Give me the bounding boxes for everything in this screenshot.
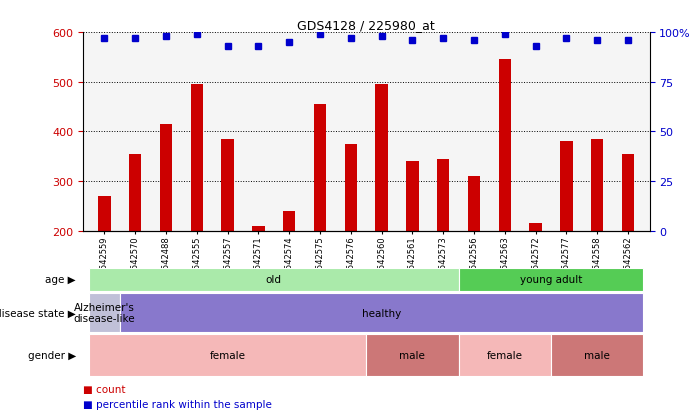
Bar bbox=[560, 142, 573, 231]
Bar bbox=[89, 268, 459, 291]
Bar bbox=[406, 162, 419, 231]
Text: gender ▶: gender ▶ bbox=[28, 350, 76, 360]
Text: male: male bbox=[585, 350, 610, 360]
Text: disease state ▶: disease state ▶ bbox=[0, 308, 76, 318]
Bar bbox=[314, 105, 326, 231]
Bar bbox=[98, 197, 111, 231]
Text: healthy: healthy bbox=[362, 308, 401, 318]
Text: ■ count: ■ count bbox=[83, 384, 126, 394]
Bar bbox=[529, 224, 542, 231]
Bar bbox=[252, 226, 265, 231]
Text: female: female bbox=[486, 350, 523, 360]
Bar bbox=[345, 145, 357, 231]
Text: old: old bbox=[266, 275, 282, 285]
Bar bbox=[459, 335, 551, 376]
Bar bbox=[459, 268, 643, 291]
Bar bbox=[437, 159, 449, 231]
Bar bbox=[89, 293, 120, 332]
Bar bbox=[551, 335, 643, 376]
Bar bbox=[160, 125, 172, 231]
Bar bbox=[499, 60, 511, 231]
Bar bbox=[591, 140, 603, 231]
Text: male: male bbox=[399, 350, 426, 360]
Bar bbox=[622, 154, 634, 231]
Bar bbox=[375, 85, 388, 231]
Text: ■ percentile rank within the sample: ■ percentile rank within the sample bbox=[83, 399, 272, 409]
Bar bbox=[283, 211, 296, 231]
Text: young adult: young adult bbox=[520, 275, 583, 285]
Bar bbox=[366, 335, 459, 376]
Bar bbox=[468, 177, 480, 231]
Bar bbox=[222, 140, 234, 231]
Text: age ▶: age ▶ bbox=[46, 275, 76, 285]
Bar bbox=[89, 335, 366, 376]
Bar bbox=[191, 85, 203, 231]
Text: female: female bbox=[209, 350, 246, 360]
Title: GDS4128 / 225980_at: GDS4128 / 225980_at bbox=[297, 19, 435, 32]
Text: Alzheimer's
disease-like: Alzheimer's disease-like bbox=[74, 302, 135, 324]
Bar bbox=[129, 154, 142, 231]
